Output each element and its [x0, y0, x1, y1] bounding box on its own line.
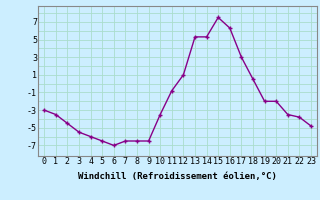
X-axis label: Windchill (Refroidissement éolien,°C): Windchill (Refroidissement éolien,°C) — [78, 172, 277, 181]
